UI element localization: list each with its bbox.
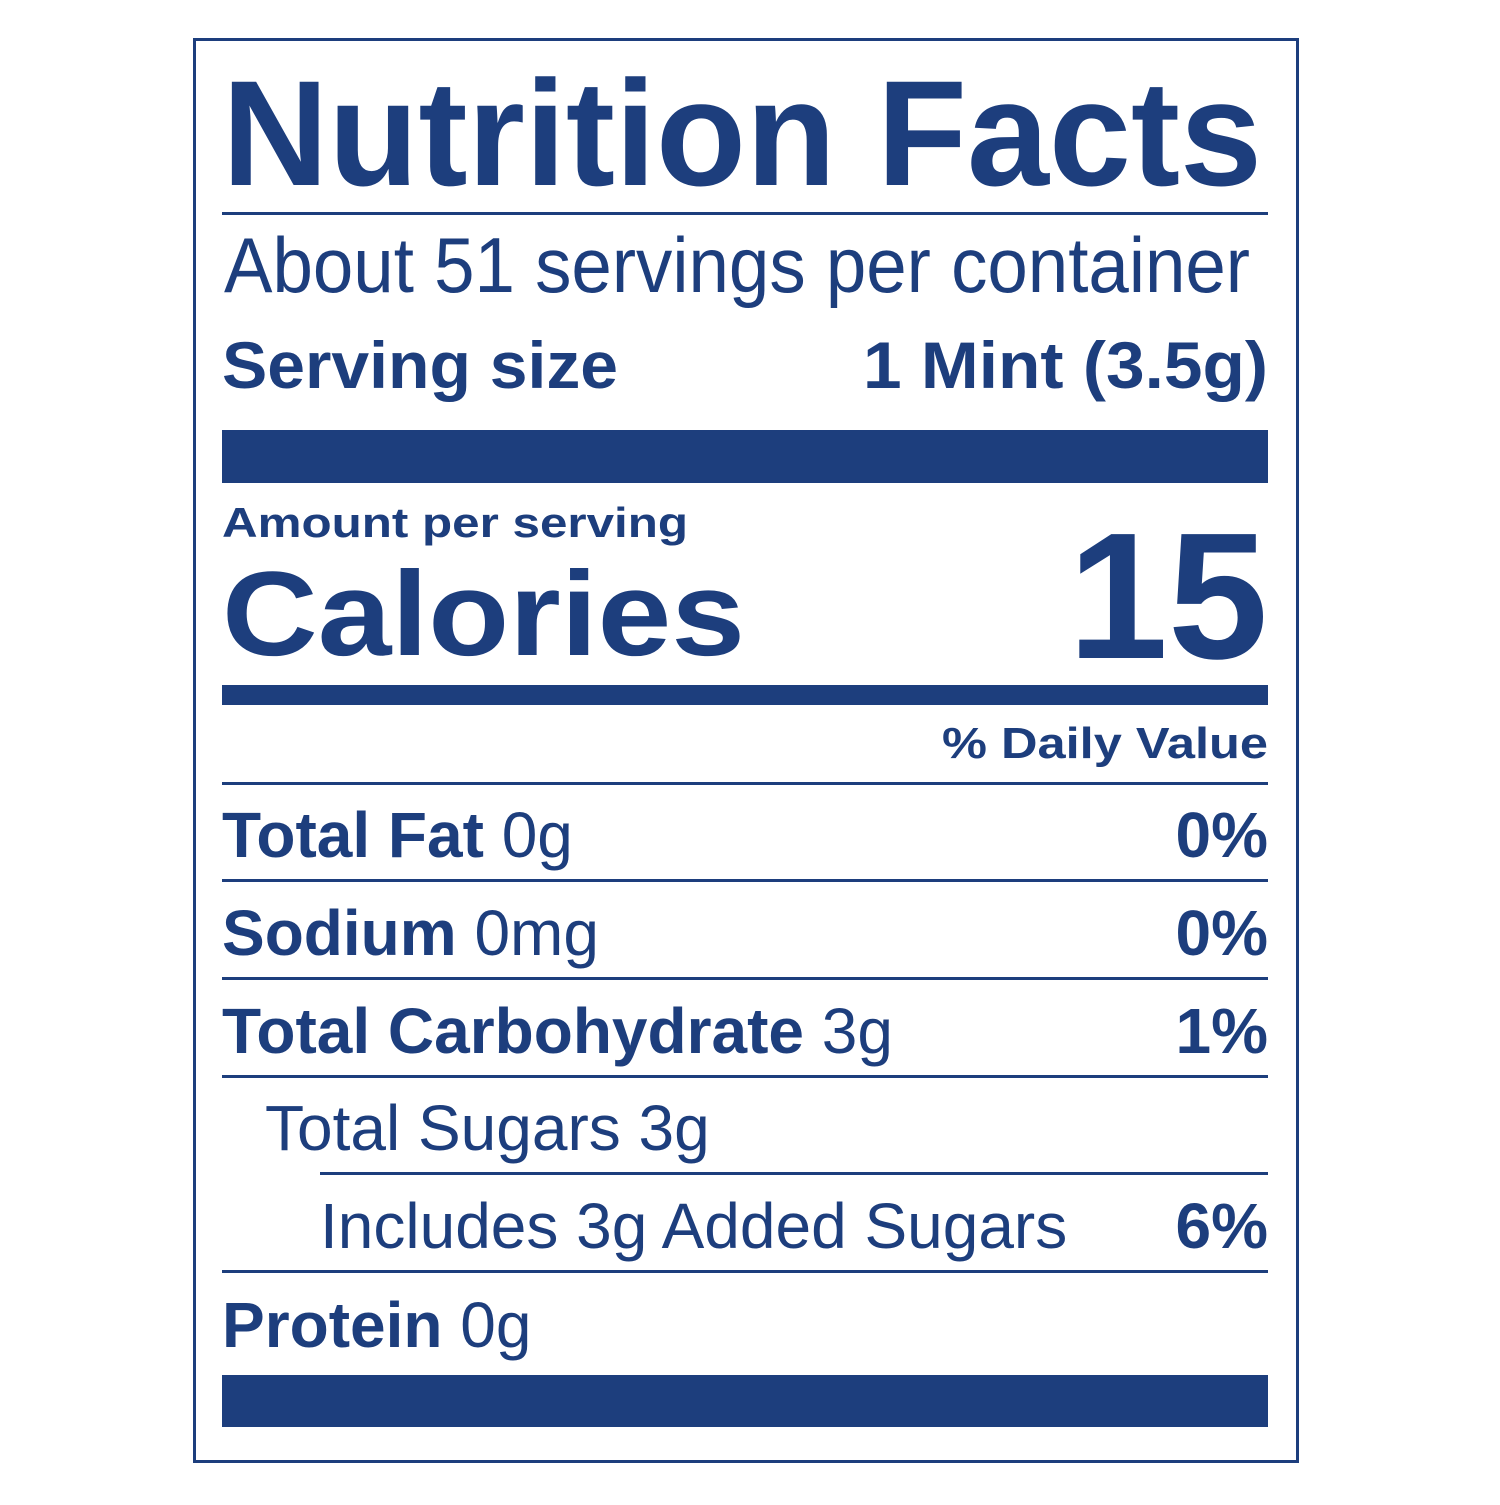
calories-label: Calories bbox=[222, 547, 745, 681]
nutrient-row-text: Includes 3g Added Sugars bbox=[320, 1190, 1067, 1262]
nutrient-amount: 3g bbox=[822, 995, 893, 1067]
nutrient-name: Includes 3g Added Sugars bbox=[320, 1190, 1067, 1262]
label-border bbox=[193, 38, 1299, 1463]
nutrient-row-text: Sodium 0mg bbox=[222, 897, 599, 969]
rule bbox=[320, 1172, 1268, 1175]
nutrient-name: Sodium bbox=[222, 897, 457, 969]
rule bbox=[222, 879, 1268, 882]
nutrient-name: Total Sugars bbox=[265, 1092, 621, 1164]
nutrient-amount: 0mg bbox=[474, 897, 599, 969]
daily-value: 0% bbox=[1176, 799, 1269, 871]
rule bbox=[222, 977, 1268, 980]
rule bbox=[222, 212, 1268, 215]
rule bbox=[222, 1270, 1268, 1273]
nutrient-row-text: Total Sugars 3g bbox=[265, 1092, 710, 1164]
nutrient-row-text: Protein 0g bbox=[222, 1289, 531, 1361]
nutrient-name: Total Fat bbox=[222, 799, 484, 871]
medium-bar bbox=[222, 685, 1268, 705]
nutrient-amount: 0g bbox=[460, 1289, 531, 1361]
daily-value: 0% bbox=[1176, 897, 1269, 969]
daily-value: 6% bbox=[1176, 1190, 1269, 1262]
nutrient-row-text: Total Fat 0g bbox=[222, 799, 573, 871]
rule bbox=[222, 1075, 1268, 1078]
nutrient-amount: 0g bbox=[502, 799, 573, 871]
nutrient-name: Total Carbohydrate bbox=[222, 995, 804, 1067]
daily-value-header: % Daily Value bbox=[942, 719, 1268, 768]
rule bbox=[222, 782, 1268, 785]
amount-per-serving: Amount per serving bbox=[222, 499, 688, 546]
thick-bar bbox=[222, 1375, 1268, 1427]
serving-size-value: 1 Mint (3.5g) bbox=[863, 328, 1268, 402]
serving-size-label: Serving size bbox=[222, 328, 618, 402]
servings: About 51 servings per container bbox=[224, 221, 1250, 309]
nutrient-amount: 3g bbox=[639, 1092, 710, 1164]
nutrient-name: Protein bbox=[222, 1289, 442, 1361]
nutrient-row-text: Total Carbohydrate 3g bbox=[222, 995, 893, 1067]
thick-bar bbox=[222, 430, 1268, 483]
calories-value: 15 bbox=[1068, 496, 1268, 697]
title: Nutrition Facts bbox=[222, 49, 1262, 217]
daily-value: 1% bbox=[1176, 995, 1269, 1067]
